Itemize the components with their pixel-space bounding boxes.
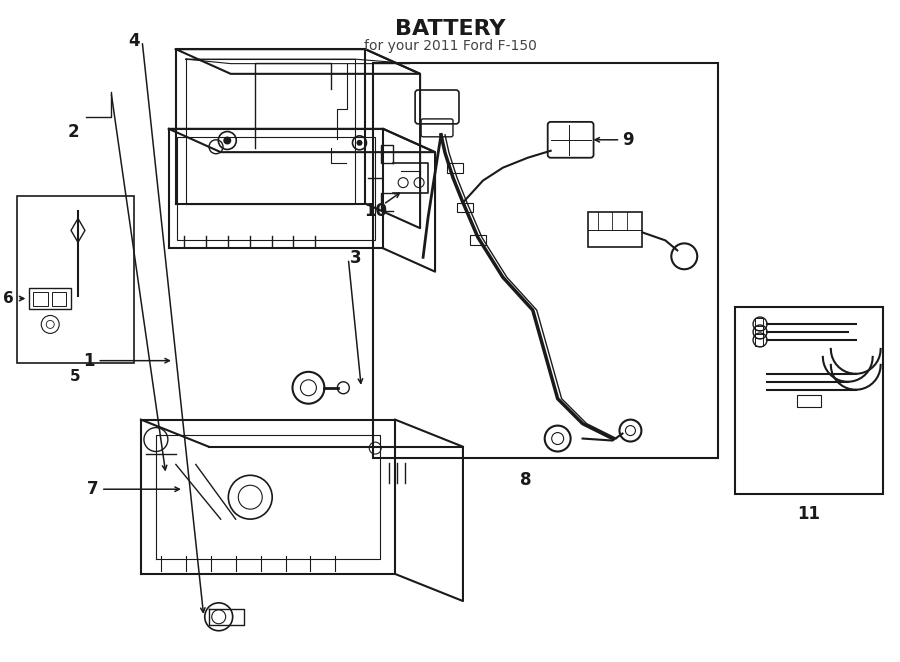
Bar xyxy=(796,395,821,406)
Circle shape xyxy=(356,140,363,146)
Bar xyxy=(17,195,134,363)
Text: 11: 11 xyxy=(797,505,821,523)
Bar xyxy=(755,334,763,346)
Text: 4: 4 xyxy=(129,32,140,50)
Bar xyxy=(33,291,49,305)
Text: 10: 10 xyxy=(364,201,387,220)
Bar xyxy=(30,287,71,310)
Bar xyxy=(755,326,763,338)
Bar xyxy=(755,318,763,330)
Bar xyxy=(588,213,643,248)
Bar xyxy=(52,291,67,305)
Text: 1: 1 xyxy=(84,352,95,369)
Text: for your 2011 Ford F-150: for your 2011 Ford F-150 xyxy=(364,39,536,53)
Text: 3: 3 xyxy=(349,250,361,267)
Bar xyxy=(447,163,463,173)
Text: 2: 2 xyxy=(68,122,79,141)
Bar xyxy=(735,307,883,495)
Bar xyxy=(176,137,375,240)
Bar xyxy=(470,236,486,246)
Text: 9: 9 xyxy=(622,131,634,149)
Bar xyxy=(374,63,718,459)
Text: 6: 6 xyxy=(3,291,14,306)
Text: 8: 8 xyxy=(520,471,532,489)
Circle shape xyxy=(223,136,231,144)
Text: 7: 7 xyxy=(87,480,99,498)
Text: BATTERY: BATTERY xyxy=(395,19,505,39)
Text: 5: 5 xyxy=(70,369,80,385)
Bar xyxy=(457,203,472,213)
